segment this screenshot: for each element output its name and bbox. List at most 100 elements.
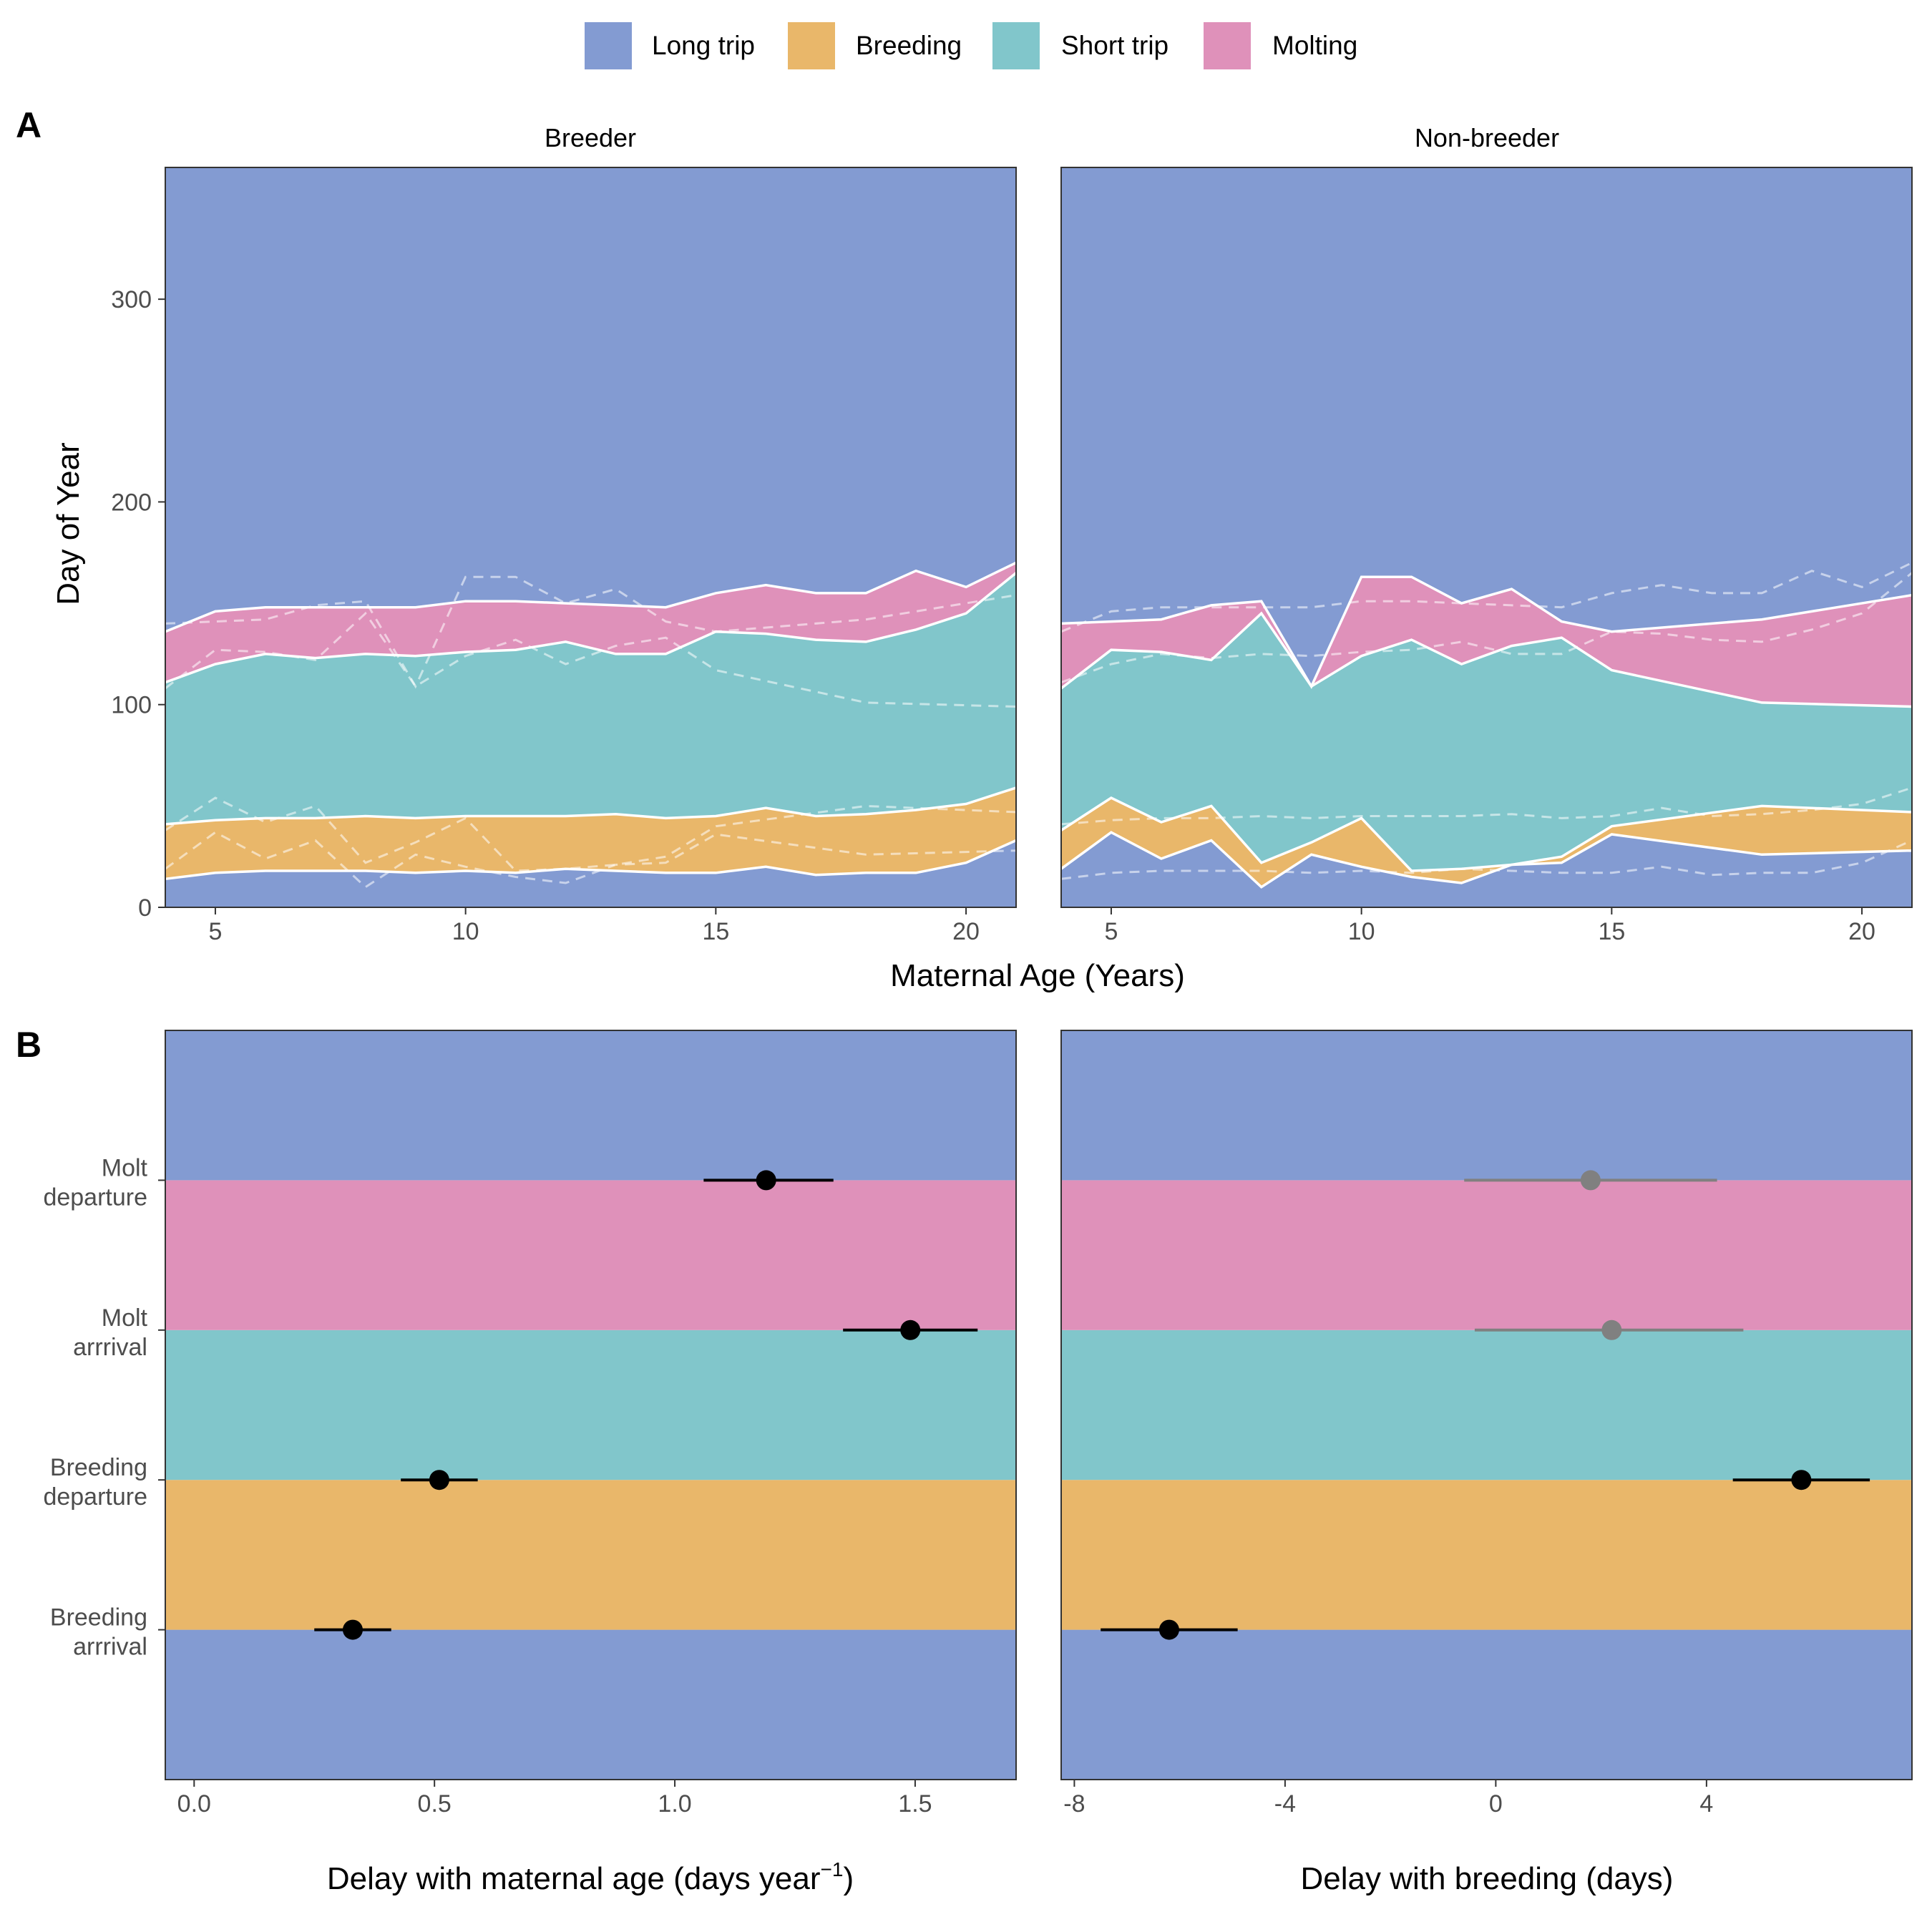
legend-label-molting: Molting [1272, 31, 1357, 60]
panel-a-y-axis-title: Day of Year [51, 442, 86, 605]
band-short-trip [1061, 613, 1912, 871]
legend-label-long-trip: Long trip [652, 31, 755, 60]
band-breeding [165, 1480, 1016, 1630]
x-tick-label: 20 [952, 918, 980, 945]
band-molting [1061, 577, 1912, 707]
panel-b-left-x-axis-title-sup: −1 [821, 1858, 844, 1880]
estimate-point [1580, 1170, 1601, 1191]
band-breeding [1061, 798, 1912, 887]
boundary-line-molt-arrival [1060, 611, 1913, 708]
panel-b-left-x-axis-title-main: Delay with maternal age (days year [327, 1861, 821, 1896]
y-tick-label: 300 [111, 286, 152, 313]
y-category-label-line: departure [43, 1184, 147, 1211]
x-tick-label: 15 [1598, 918, 1625, 945]
panel-frame [165, 1030, 1017, 1780]
boundary-line-molt-departure [1060, 575, 1913, 689]
legend-entry-long-trip: Long trip [585, 22, 755, 69]
reference-line-molt-arrival [165, 611, 1017, 708]
band-breeding [165, 787, 1016, 879]
y-category-label: Breeding departure [43, 1454, 147, 1511]
band-long-trip [1061, 1030, 1912, 1181]
legend-key-breeding [788, 22, 835, 69]
panel-b-maternal-age-plot: 0.0 0.5 1.0 1.5 [165, 1030, 1017, 1818]
panel-label-a: A [16, 105, 42, 145]
x-tick-label: 10 [452, 918, 479, 945]
y-category-label-line: Breeding [50, 1604, 147, 1631]
estimate-point [756, 1170, 776, 1191]
band-short-trip [165, 1330, 1016, 1480]
x-tick-label: 5 [1104, 918, 1118, 945]
boundary-line-molt-arrival [165, 572, 1018, 684]
band-breeding [1061, 1480, 1912, 1630]
legend-label-breeding: Breeding [856, 31, 962, 60]
x-tick-label: 0 [1489, 1790, 1503, 1818]
boundary-line-breeding-departure [165, 786, 1017, 826]
reference-line-breeding-arrival [165, 831, 1017, 889]
x-tick-label: 1.5 [898, 1790, 932, 1818]
x-tick-label: -4 [1274, 1790, 1296, 1818]
legend: Long trip Breeding Short trip Molting [585, 22, 1357, 69]
y-category-label-line: Breeding [50, 1454, 147, 1481]
band-long-trip [1061, 1629, 1912, 1780]
panel-a-y-axis: 0 100 200 300 [111, 286, 165, 922]
facet-title-breeder: Breeder [545, 123, 636, 152]
legend-entry-molting: Molting [1204, 22, 1357, 69]
panel-frame [1060, 1030, 1913, 1780]
y-category-label-line: arrrival [73, 1634, 147, 1661]
x-tick-label: 20 [1848, 918, 1875, 945]
band-molting [165, 1180, 1016, 1330]
estimate-point [1158, 1619, 1179, 1640]
panel-b-breeding-plot: -8 -4 0 4 [1060, 1030, 1913, 1818]
legend-label-short-trip: Short trip [1061, 31, 1169, 60]
panel-b-left-x-axis-title: Delay with maternal age (days year−1) [327, 1858, 854, 1896]
x-tick-label: 5 [208, 918, 222, 945]
y-tick-label: 100 [111, 692, 152, 719]
panel-b-left-x-axis-title-end: ) [843, 1861, 854, 1896]
band-molting [1061, 1180, 1912, 1330]
boundary-line-molt-departure [165, 561, 1017, 633]
y-category-label-line: departure [43, 1483, 147, 1511]
legend-key-long-trip [585, 22, 632, 69]
facet-title-non-breeder: Non-breeder [1415, 123, 1559, 152]
panel-frame [165, 167, 1017, 908]
x-tick-label: 0.5 [418, 1790, 452, 1818]
x-tick-label: 10 [1348, 918, 1375, 945]
panel-a-x-axis-title: Maternal Age (Years) [890, 958, 1185, 993]
y-category-label: Breeding arrrival [50, 1604, 147, 1661]
estimate-point [342, 1619, 363, 1640]
y-category-label-line: arrrival [73, 1334, 147, 1361]
y-tick-label: 0 [138, 894, 152, 922]
estimate-point [1601, 1319, 1622, 1340]
y-category-label: Molt departure [43, 1154, 147, 1211]
x-tick-label: 15 [702, 918, 729, 945]
estimate-point [900, 1319, 921, 1340]
reference-line-breeding-arrival [1060, 839, 1913, 880]
boundary-line-breeding-arrival [1060, 831, 1913, 889]
y-category-label-line: Molt [102, 1154, 148, 1181]
y-tick-label: 200 [111, 489, 152, 516]
reference-line-breeding-departure [1060, 786, 1913, 826]
estimate-point [429, 1470, 449, 1491]
legend-key-short-trip [992, 22, 1040, 69]
band-short-trip [1061, 1330, 1912, 1480]
x-tick-label: 4 [1699, 1790, 1713, 1818]
x-tick-label: -8 [1063, 1790, 1085, 1818]
boundary-line-breeding-arrival [165, 839, 1017, 881]
panel-label-b: B [16, 1025, 42, 1065]
panel-a-non-breeder-plot: 5 10 15 20 [1060, 167, 1913, 945]
panel-a-breeder-plot: 5 10 15 20 [165, 167, 1018, 945]
legend-entry-short-trip: Short trip [992, 22, 1169, 69]
estimate-point [1791, 1470, 1812, 1491]
y-category-label: Molt arrrival [73, 1304, 147, 1361]
band-molting [165, 562, 1016, 683]
band-short-trip [165, 572, 1016, 824]
panel-b-right-x-axis-title: Delay with breeding (days) [1301, 1861, 1674, 1896]
legend-key-molting [1204, 22, 1251, 69]
boundary-line-breeding-departure [1060, 796, 1913, 872]
panel-frame [1060, 167, 1913, 908]
legend-entry-breeding: Breeding [788, 22, 962, 69]
band-long-trip [165, 1030, 1016, 1181]
y-category-label-line: Molt [102, 1304, 148, 1332]
